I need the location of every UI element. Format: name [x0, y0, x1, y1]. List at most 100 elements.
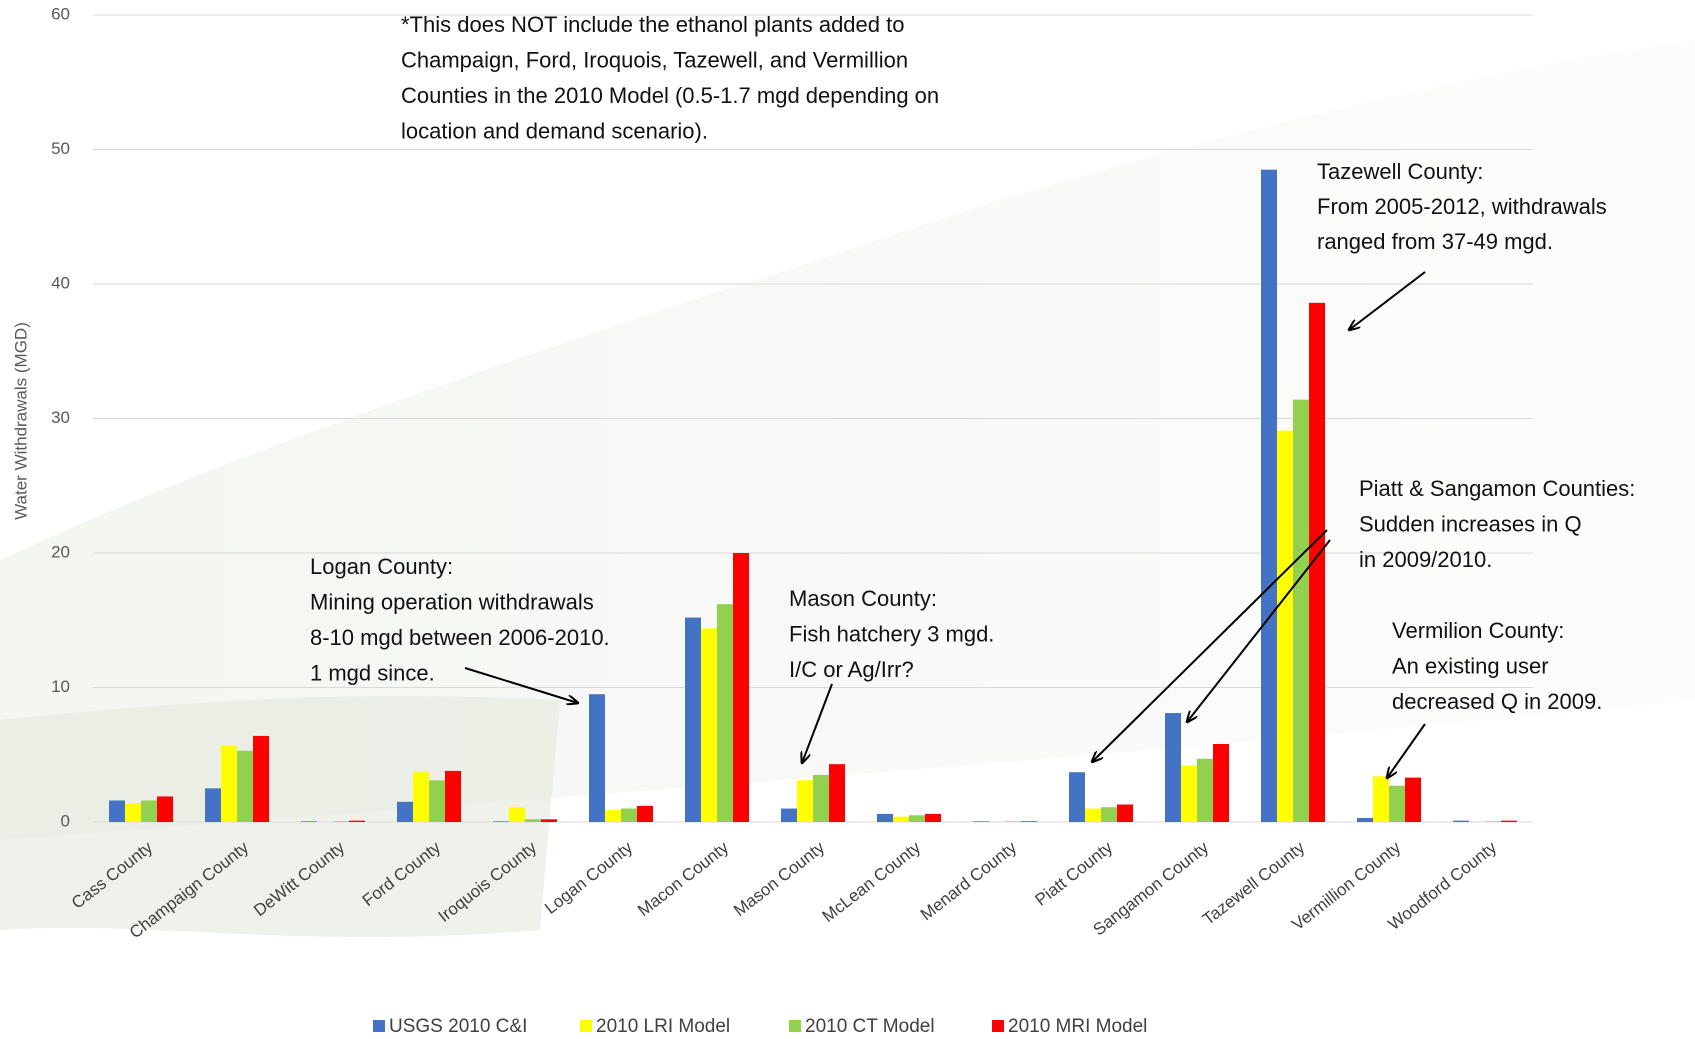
x-tick-label: Menard County [917, 837, 1021, 924]
y-axis-title: Water Withdrawals (MGD) [11, 322, 30, 520]
bar [1293, 399, 1309, 822]
annotation: Mason County: Fish hatchery 3 mgd. I/C or … [789, 586, 994, 682]
annotation-line: Fish hatchery 3 mgd. [789, 621, 994, 646]
annotation-line: Logan County: [310, 554, 453, 579]
bar [1165, 713, 1181, 822]
bar [317, 821, 333, 822]
annotation: Vermilion County: An existing user decreas… [1392, 618, 1602, 714]
bar [893, 816, 909, 822]
annotation-line: Tazewell County: [1317, 159, 1483, 184]
bar [1117, 804, 1133, 822]
annotation-line: decreased Q in 2009. [1392, 689, 1602, 714]
bar [109, 800, 125, 822]
bar [701, 628, 717, 822]
legend-swatch [992, 1020, 1004, 1032]
annotation: Tazewell County: From 2005-2012, withdraw… [1317, 159, 1607, 254]
bar [589, 694, 605, 822]
y-tick-label: 30 [51, 408, 70, 427]
bar [1213, 743, 1229, 822]
bar [973, 821, 989, 822]
bar [621, 808, 637, 822]
y-tick-label: 50 [51, 139, 70, 158]
bar [1069, 772, 1085, 822]
bar [333, 821, 349, 822]
bar [717, 604, 733, 822]
annotation-line: Vermilion County: [1392, 618, 1564, 643]
bar [909, 815, 925, 822]
annotation: *This does NOT include the ethanol plant… [401, 12, 939, 144]
y-tick-label: 40 [51, 273, 70, 292]
bar [781, 808, 797, 822]
legend-item: 2010 MRI Model [992, 1016, 1147, 1037]
bar [509, 807, 525, 822]
annotation-line: An existing user [1392, 653, 1549, 678]
bar [1085, 808, 1101, 822]
legend-label: 2010 MRI Model [1008, 1016, 1147, 1037]
bar [301, 821, 317, 822]
annotation-line: Mining operation withdrawals [310, 589, 594, 614]
annotation-line: *This does NOT include the ethanol plant… [401, 12, 904, 37]
x-tick-label: Piatt County [1032, 837, 1117, 909]
bar [1197, 758, 1213, 822]
legend-label: USGS 2010 C&I [389, 1016, 527, 1037]
annotation-arrows [464, 271, 1426, 778]
bar [413, 772, 429, 822]
annotation-line: Piatt & Sangamon Counties: [1359, 476, 1635, 501]
annotation-line: 1 mgd since. [310, 660, 435, 685]
bar [141, 800, 157, 822]
bar [1181, 765, 1197, 822]
bar [205, 788, 221, 822]
legend-item: USGS 2010 C&I [373, 1016, 527, 1037]
bar [1373, 776, 1389, 822]
bar [605, 809, 621, 822]
bar [397, 801, 413, 822]
annotation-line: Counties in the 2010 Model (0.5-1.7 mgd … [401, 83, 939, 108]
bar [1357, 817, 1373, 822]
bar [1005, 821, 1021, 822]
bar [157, 796, 173, 822]
bar [1485, 821, 1501, 822]
plot-area: 0 10 20 30 40 50 60 [51, 4, 1533, 830]
bar [637, 805, 653, 822]
bar [1501, 820, 1517, 822]
bar [1309, 302, 1325, 823]
legend-label: 2010 CT Model [805, 1016, 935, 1037]
legend-swatch [373, 1020, 385, 1032]
bar [989, 821, 1005, 822]
y-tick-label: 0 [61, 811, 70, 830]
y-tick-label: 60 [51, 4, 70, 23]
legend-item: 2010 LRI Model [580, 1016, 730, 1037]
bar [1453, 820, 1469, 822]
y-tick-label: 20 [51, 542, 70, 561]
legend-swatch [789, 1020, 801, 1032]
x-tick-label: McLean County [819, 837, 925, 926]
bar [429, 780, 445, 822]
bar [221, 745, 237, 822]
annotation-line: 8-10 mgd between 2006-2010. [310, 625, 610, 650]
annotation-line: From 2005-2012, withdrawals [1317, 194, 1607, 219]
annotation-line: Sudden increases in Q [1359, 511, 1582, 536]
annotation: Piatt & Sangamon Counties: Sudden increas… [1359, 476, 1635, 572]
bar [1389, 785, 1405, 822]
annotation-line: in 2009/2010. [1359, 547, 1492, 572]
bar [1101, 807, 1117, 822]
x-tick-label: Macon County [634, 837, 732, 920]
annotation: Logan County: Mining operation withdrawal… [310, 554, 610, 686]
bar [877, 813, 893, 822]
bar [685, 617, 701, 822]
bar [125, 803, 141, 822]
legend-item: 2010 CT Model [789, 1016, 935, 1037]
annotation-line: Mason County: [789, 586, 937, 611]
bar [1261, 169, 1277, 823]
legend-label: 2010 LRI Model [596, 1016, 730, 1037]
bar [445, 770, 461, 822]
bar [1021, 821, 1037, 822]
bar [253, 735, 269, 822]
bar [541, 819, 557, 822]
bar [1469, 821, 1485, 822]
bar [1405, 777, 1421, 822]
bar [733, 553, 749, 822]
x-tick-label: Logan County [541, 837, 637, 917]
annotation-line: I/C or Ag/Irr? [789, 657, 914, 682]
